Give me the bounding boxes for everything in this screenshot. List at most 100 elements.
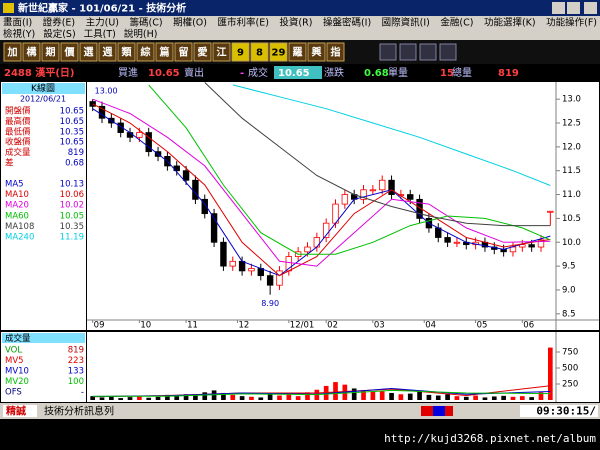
toolbar-button[interactable] [155,42,174,62]
volume-bar [90,396,96,400]
toolbar-button[interactable] [288,42,307,62]
volume-bar [202,392,208,400]
menu-item[interactable]: 國際資訊(I) [382,17,430,29]
candle-body [360,189,367,200]
candle-body [210,213,218,243]
ma-line [232,84,551,186]
volume-bar [221,392,226,400]
menu-item[interactable]: 功能操作(F) [546,17,597,29]
menu-item[interactable]: 說明(H) [124,28,158,40]
info-value: 10.35 [60,127,84,137]
quote-label: 漲跌 [324,66,344,79]
toolbar-icon[interactable] [439,43,457,61]
toolbar-button[interactable] [250,42,269,62]
menu-item[interactable]: 檢視(Y) [3,28,35,40]
menu-item[interactable]: 證券(E) [43,17,75,29]
legend-value: 10.05 [60,211,84,221]
volume-bar [249,396,254,400]
menu-item[interactable]: 投資(R) [279,17,312,29]
toolbar-button[interactable] [3,42,22,62]
volume-bar [277,395,282,400]
menu-item[interactable]: 籌碼(C) [130,17,163,29]
minimize-button[interactable] [552,2,565,14]
ma-line [92,108,551,277]
volume-bar [426,394,432,400]
legend-value: 819 [68,346,84,356]
ma-line [92,98,551,267]
toolbar-button[interactable] [269,42,288,62]
y-tick-label: 13.0 [562,95,581,105]
y-tick-label: 500 [562,364,578,374]
mv-line [92,389,551,397]
toolbar-button[interactable] [60,42,79,62]
volume-bar [286,394,292,400]
quote-value: 10.65 [278,68,310,79]
menu-item[interactable]: 設定(S) [43,28,75,40]
info-value: 10.65 [60,138,84,148]
menu-item[interactable]: 功能選擇(K) [484,17,536,29]
info-label: 開盤價 [5,106,31,117]
toolbar-label: 篇 [159,46,170,59]
candle-body [547,210,554,213]
x-tick-label: 06 [523,321,534,331]
candle-body [192,179,199,200]
volume-bar [435,395,441,400]
legend-name: MA108 [5,222,34,232]
menu-item[interactable]: 畫面(I) [3,17,32,29]
info-panel [1,82,86,330]
volume-bar [258,397,264,400]
legend-name: VOL [5,346,22,356]
toolbar-button[interactable] [174,42,193,62]
volume-bar [174,396,180,400]
candle-body [89,101,96,107]
y-tick-label: 9.0 [562,285,576,295]
menu-item[interactable]: 匯市利率(E) [217,17,268,29]
menu-item[interactable]: 期權(O) [173,17,207,29]
panel-header [2,333,85,343]
toolbar-button[interactable] [193,42,212,62]
toolbar-button[interactable] [98,42,117,62]
toolbar-button[interactable] [41,42,60,62]
volume-title: 成交量 [5,333,31,344]
legend-name: MA240 [5,233,34,243]
toolbar-button[interactable] [326,42,345,62]
toolbar-label: 構 [27,46,37,59]
menu-item[interactable]: 金融(C) [440,17,473,29]
toolbar-icon[interactable] [419,43,437,61]
toolbar-button[interactable] [117,42,136,62]
toolbar-label: 愛 [198,46,208,59]
maximize-button[interactable] [567,2,580,14]
legend-name: MA5 [5,180,24,190]
y-tick-label: 250 [562,380,578,390]
volume-bar [193,395,198,400]
menu-item[interactable]: 工具(T) [84,29,116,40]
toolbar-label: 加 [7,46,18,59]
close-button[interactable] [584,2,597,14]
toolbar-icon[interactable] [399,43,417,61]
menu-item[interactable]: 主力(U) [86,17,119,29]
quote-highlight [274,66,322,79]
toolbar-label: 價 [64,46,76,59]
volume-bar [230,394,236,400]
volume-bar [491,396,497,400]
app-icon [3,3,14,13]
volume-bar [389,392,394,400]
volume-bar [407,393,413,400]
status-message: 技術分析訊息列 [44,405,114,418]
toolbar-button[interactable] [22,42,41,62]
legend-name: MV10 [5,367,29,377]
legend-value: 10.35 [60,222,84,232]
toolbar-button[interactable] [307,42,326,62]
candle-body [201,198,208,215]
clock-box [520,405,598,417]
quote-label: 成交 [248,66,268,79]
volume-bar [538,392,544,400]
menu-item[interactable]: 操盤密碼(I) [323,17,371,29]
toolbar-button[interactable] [231,42,250,62]
volume-bar [118,398,124,400]
toolbar-button[interactable] [212,42,231,62]
toolbar-button[interactable] [136,42,155,62]
quote-label: 賣出 [184,66,204,79]
toolbar-button[interactable] [79,42,98,62]
toolbar-icon[interactable] [379,43,397,61]
